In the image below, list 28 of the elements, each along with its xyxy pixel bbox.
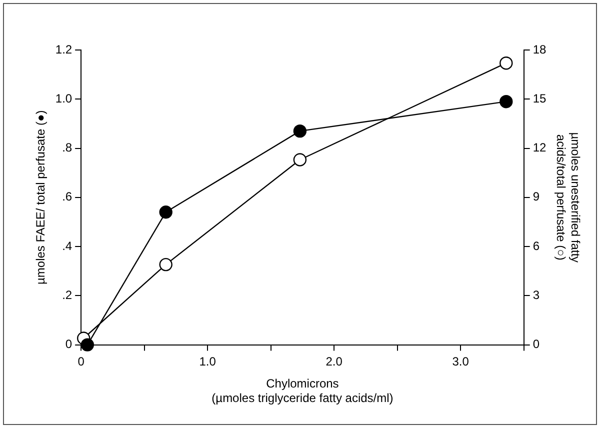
- point: [500, 56, 513, 70]
- point: [80, 338, 94, 352]
- y2-tick-label: 9: [532, 190, 540, 204]
- point: [159, 206, 172, 219]
- y-tick-label: 0: [65, 337, 72, 352]
- y2-tick-label: 0: [532, 337, 540, 352]
- x-tick-label: 2.0: [326, 354, 343, 368]
- y-tick-label: .6: [62, 190, 72, 204]
- x-axis-title: Chylomicrons (µmoles triglyceride fatty acids/ml): [212, 376, 394, 406]
- point: [293, 153, 307, 166]
- y-axis-title: µmoles FAEE/ total perfusate (●): [34, 110, 48, 285]
- y2-tick-label: 6: [532, 238, 540, 253]
- y-tick-label: 1.0: [55, 91, 72, 106]
- y2-axis-title: µmoles unesterified fatty acids/total perfusate (○): [554, 132, 582, 263]
- y2-tick-label: 3: [532, 288, 540, 302]
- point: [159, 258, 172, 272]
- x-tick-label: 0: [78, 354, 85, 368]
- y2-tick-label: 15: [532, 91, 547, 106]
- y-tick-label: .8: [62, 140, 72, 155]
- x-tick-label: 1.0: [199, 354, 216, 368]
- point: [500, 94, 513, 108]
- y2-tick-label: 18: [532, 42, 547, 56]
- point: [293, 124, 307, 138]
- y-tick-label: .4: [62, 238, 72, 253]
- y-tick-label: .2: [62, 288, 72, 302]
- y2-tick-label: 12: [532, 140, 547, 155]
- y-tick-label: 1.2: [55, 42, 72, 56]
- x-tick-label: 3.0: [452, 354, 470, 368]
